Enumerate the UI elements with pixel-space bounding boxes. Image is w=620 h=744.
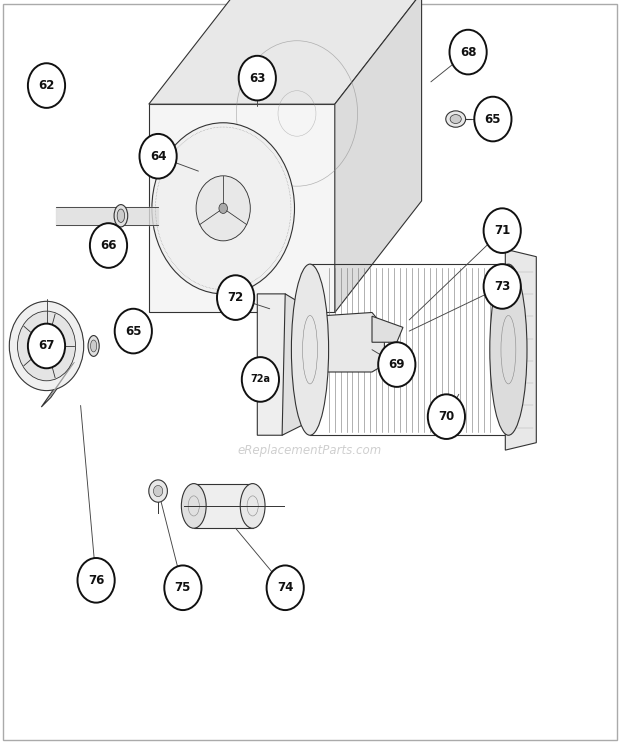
Circle shape bbox=[78, 558, 115, 603]
Text: 62: 62 bbox=[38, 79, 55, 92]
Text: 72: 72 bbox=[228, 291, 244, 304]
Circle shape bbox=[39, 337, 54, 355]
Polygon shape bbox=[505, 249, 536, 450]
Circle shape bbox=[153, 485, 162, 497]
Circle shape bbox=[484, 208, 521, 253]
Ellipse shape bbox=[114, 205, 128, 227]
Ellipse shape bbox=[88, 336, 99, 356]
Circle shape bbox=[239, 56, 276, 100]
Circle shape bbox=[115, 309, 152, 353]
Polygon shape bbox=[193, 484, 253, 528]
Polygon shape bbox=[372, 316, 403, 342]
Text: 63: 63 bbox=[249, 71, 265, 85]
Ellipse shape bbox=[240, 484, 265, 528]
Ellipse shape bbox=[446, 111, 466, 127]
Circle shape bbox=[242, 357, 279, 402]
Text: 71: 71 bbox=[494, 224, 510, 237]
Circle shape bbox=[378, 342, 415, 387]
Ellipse shape bbox=[291, 264, 329, 435]
Circle shape bbox=[484, 264, 521, 309]
Text: 65: 65 bbox=[485, 112, 501, 126]
Text: 74: 74 bbox=[277, 581, 293, 594]
Text: 67: 67 bbox=[38, 339, 55, 353]
Circle shape bbox=[474, 97, 512, 141]
Text: 65: 65 bbox=[125, 324, 141, 338]
Text: 76: 76 bbox=[88, 574, 104, 587]
Circle shape bbox=[219, 203, 228, 214]
Ellipse shape bbox=[117, 209, 125, 222]
Text: 73: 73 bbox=[494, 280, 510, 293]
Text: 66: 66 bbox=[100, 239, 117, 252]
Circle shape bbox=[90, 223, 127, 268]
Polygon shape bbox=[282, 294, 319, 435]
Circle shape bbox=[217, 275, 254, 320]
Text: 64: 64 bbox=[150, 150, 166, 163]
Ellipse shape bbox=[91, 340, 97, 352]
Circle shape bbox=[267, 565, 304, 610]
Circle shape bbox=[17, 311, 76, 381]
Text: 70: 70 bbox=[438, 410, 454, 423]
Circle shape bbox=[9, 301, 84, 391]
Circle shape bbox=[428, 394, 465, 439]
Polygon shape bbox=[50, 362, 74, 397]
Circle shape bbox=[28, 63, 65, 108]
Polygon shape bbox=[149, 104, 335, 312]
Text: 75: 75 bbox=[175, 581, 191, 594]
Circle shape bbox=[196, 176, 250, 241]
Text: 69: 69 bbox=[389, 358, 405, 371]
Ellipse shape bbox=[450, 115, 461, 124]
Circle shape bbox=[152, 123, 294, 294]
Circle shape bbox=[149, 480, 167, 502]
Circle shape bbox=[140, 134, 177, 179]
Circle shape bbox=[164, 565, 202, 610]
Text: eReplacementParts.com: eReplacementParts.com bbox=[238, 443, 382, 457]
Ellipse shape bbox=[181, 484, 206, 528]
Polygon shape bbox=[257, 294, 307, 435]
Polygon shape bbox=[42, 352, 82, 407]
Polygon shape bbox=[335, 0, 422, 312]
Polygon shape bbox=[149, 0, 422, 104]
Polygon shape bbox=[316, 312, 384, 372]
Ellipse shape bbox=[490, 264, 527, 435]
Text: 68: 68 bbox=[460, 45, 476, 59]
Text: 72a: 72a bbox=[250, 374, 270, 385]
Circle shape bbox=[450, 30, 487, 74]
Circle shape bbox=[28, 324, 65, 368]
